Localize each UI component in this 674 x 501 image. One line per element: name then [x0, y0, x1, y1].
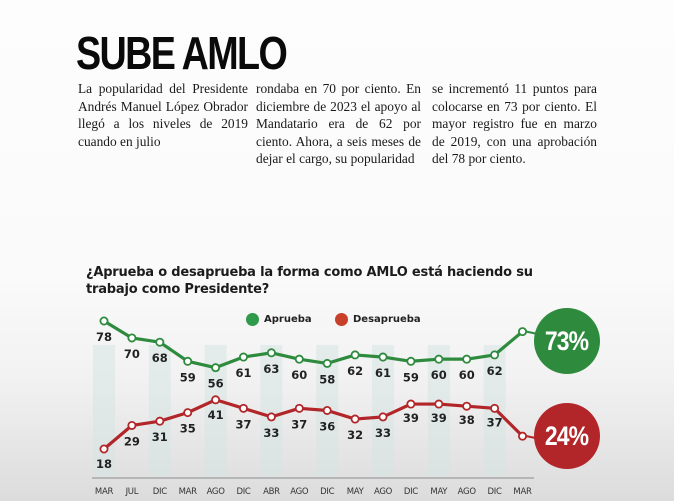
svg-text:70: 70	[124, 347, 140, 361]
chart-title: ¿Aprueba o desaprueba la forma como AMLO…	[86, 265, 533, 297]
x-axis-label: MAR	[94, 487, 114, 497]
approve-badge-value: 73%	[545, 325, 589, 356]
x-axis-label: AGO	[373, 487, 393, 497]
x-axis-label: DIC	[320, 487, 335, 497]
svg-text:33: 33	[263, 426, 279, 440]
svg-text:37: 37	[291, 417, 307, 431]
legend-approve: Aprueba	[246, 313, 312, 326]
x-axis-labels: MAR JUL DIC MAR AGO DIC ABR AGO DIC MAY AGO DIC MAY A…	[0, 487, 674, 501]
article-column-2: rondaba en 70 por ciento. En diciembre d…	[256, 81, 421, 166]
article-column-3: se incrementó 11 puntos para colocarse e…	[432, 81, 597, 166]
svg-text:39: 39	[431, 411, 447, 425]
legend-disapprove-dot-icon	[335, 313, 348, 326]
headline: SUBE AMLO	[76, 27, 288, 79]
svg-text:62: 62	[487, 364, 503, 378]
svg-text:68: 68	[152, 351, 168, 365]
svg-text:56: 56	[208, 377, 224, 391]
disapprove-badge: 24%	[534, 403, 600, 469]
svg-text:29: 29	[124, 434, 140, 448]
svg-text:59: 59	[403, 370, 419, 384]
x-axis-label: AGO	[457, 487, 476, 497]
svg-text:60: 60	[291, 368, 307, 382]
svg-text:32: 32	[347, 428, 363, 442]
svg-text:61: 61	[235, 366, 251, 380]
x-axis-label: AGO	[290, 487, 309, 497]
x-axis-label: DIC	[487, 487, 502, 497]
x-axis-label: DIC	[403, 487, 418, 497]
x-axis-label: JUL	[125, 487, 139, 497]
approve-badge: 73%	[534, 308, 600, 374]
svg-text:37: 37	[235, 417, 251, 431]
svg-text:38: 38	[459, 413, 475, 427]
svg-text:31: 31	[152, 430, 168, 444]
svg-text:60: 60	[459, 368, 475, 382]
svg-text:59: 59	[180, 370, 196, 384]
article-column-1: La popularidad del Presidente Andrés Man…	[78, 81, 248, 149]
svg-text:61: 61	[375, 366, 391, 380]
svg-text:35: 35	[180, 422, 196, 436]
svg-text:62: 62	[347, 364, 363, 378]
disapprove-badge-value: 24%	[545, 420, 589, 451]
x-axis-label: DIC	[152, 487, 167, 497]
svg-text:18: 18	[96, 457, 112, 471]
svg-text:41: 41	[208, 408, 224, 422]
svg-text:63: 63	[263, 362, 279, 376]
legend-approve-label: Aprueba	[264, 314, 312, 325]
svg-text:78: 78	[96, 330, 112, 344]
legend-approve-dot-icon	[246, 313, 259, 326]
x-axis-label: MAR	[178, 487, 197, 497]
svg-text:39: 39	[403, 411, 419, 425]
svg-text:37: 37	[487, 415, 503, 429]
legend-disapprove: Desaprueba	[335, 313, 421, 326]
x-axis-label: AGO	[206, 487, 225, 497]
x-axis-label: MAY	[346, 487, 364, 497]
x-axis-label: MAR	[513, 487, 532, 497]
svg-text:36: 36	[319, 419, 335, 433]
x-axis-label: MAY	[430, 487, 448, 497]
svg-text:60: 60	[431, 368, 447, 382]
x-axis-label: DIC	[236, 487, 251, 497]
legend-disapprove-label: Desaprueba	[353, 314, 421, 325]
x-axis-label: ABR	[263, 487, 280, 497]
svg-text:58: 58	[319, 372, 335, 386]
svg-text:33: 33	[375, 426, 391, 440]
